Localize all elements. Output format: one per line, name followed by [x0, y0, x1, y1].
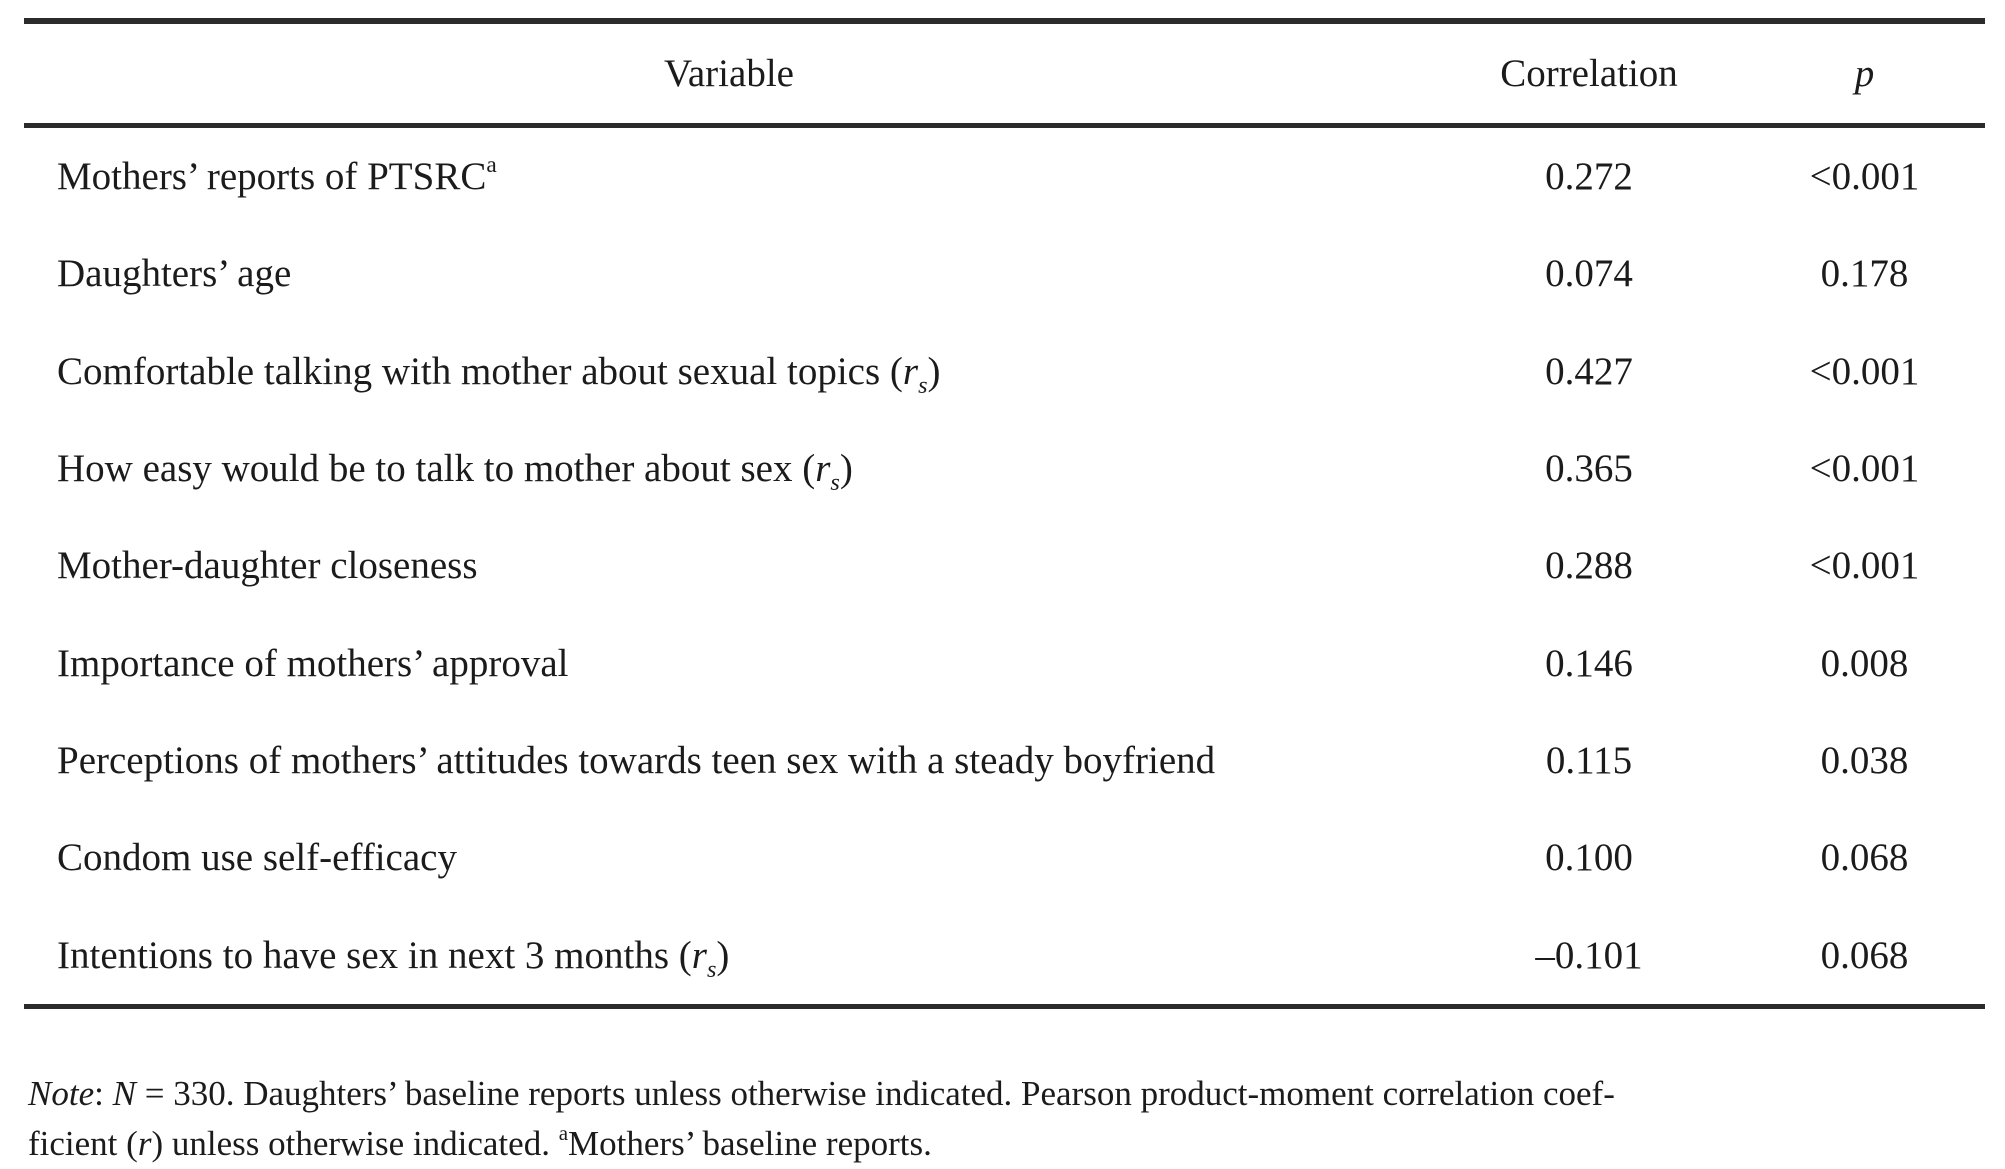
cell-p: 0.178	[1820, 252, 1909, 296]
cell-correlation: 0.074	[1545, 252, 1633, 296]
cell-variable: Comfortable talking with mother about se…	[24, 349, 1434, 397]
rs-r-symbol: r	[691, 933, 707, 977]
variable-label: Daughters’ age	[57, 252, 292, 296]
variable-label: Importance of mothers’ approval	[57, 641, 569, 685]
column-header-variable: Variable	[664, 52, 794, 95]
rs-s-subscript: s	[918, 371, 928, 399]
rs-paren-open: (	[678, 933, 692, 977]
cell-p: 0.008	[1820, 641, 1909, 685]
rs-marker: (rs)	[678, 933, 730, 981]
rs-r-symbol: r	[902, 349, 919, 393]
cell-p: <0.001	[1809, 544, 1920, 588]
correlation-table: Variable Correlation p Mothers’ reports …	[24, 18, 1985, 1009]
cell-variable: Daughters’ age	[24, 251, 1434, 296]
note-segment: ficient (	[28, 1124, 138, 1163]
table-row: Daughters’ age 0.074 0.178	[24, 225, 1985, 322]
variable-label: Comfortable talking with mother about se…	[57, 349, 890, 393]
column-header-p: p	[1854, 52, 1875, 95]
cell-p: 0.038	[1820, 738, 1909, 782]
table-row: Condom use self-efficacy 0.100 0.068	[24, 809, 1985, 906]
table-row: Intentions to have sex in next 3 months …	[24, 906, 1985, 1003]
variable-label: Perceptions of mothers’ attitudes toward…	[57, 738, 1216, 782]
cell-correlation: 0.365	[1545, 447, 1633, 491]
table-note: Note: N = 330. Daughters’ baseline repor…	[28, 1069, 1983, 1169]
cell-correlation: 0.427	[1545, 349, 1633, 393]
rs-r-symbol: r	[815, 447, 831, 491]
table-body: Mothers’ reports of PTSRCa 0.272 <0.001 …	[24, 128, 1985, 1004]
cell-correlation: 0.272	[1545, 155, 1633, 199]
cell-variable: Mother-daughter closeness	[24, 543, 1434, 588]
table-row: Comfortable talking with mother about se…	[24, 323, 1985, 420]
note-r-symbol: r	[137, 1124, 152, 1163]
cell-variable: How easy would be to talk to mother abou…	[24, 446, 1434, 494]
note-word: Note	[28, 1074, 95, 1113]
cell-variable: Perceptions of mothers’ attitudes toward…	[24, 738, 1434, 783]
variable-label: Mother-daughter closeness	[57, 544, 478, 588]
table-header-row: Variable Correlation p	[24, 24, 1985, 128]
cell-correlation: 0.115	[1545, 738, 1633, 782]
superscript-a: a	[486, 152, 497, 179]
variable-label: Mothers’ reports of PTSRC	[57, 155, 487, 199]
table-row: Perceptions of mothers’ attitudes toward…	[24, 712, 1985, 809]
cell-p: <0.001	[1809, 447, 1920, 491]
cell-correlation: –0.101	[1535, 933, 1643, 977]
note-superscript-a: a	[558, 1120, 569, 1145]
rs-s-subscript: s	[830, 468, 840, 496]
cell-p: <0.001	[1809, 349, 1920, 393]
cell-variable: Intentions to have sex in next 3 months …	[24, 933, 1434, 981]
note-segment: :	[94, 1074, 113, 1113]
note-segment: = 330. Daughters’ baseline reports unles…	[135, 1074, 1615, 1113]
cell-variable: Condom use self-efficacy	[24, 835, 1434, 880]
column-header-correlation: Correlation	[1500, 52, 1678, 95]
table-row: Mothers’ reports of PTSRCa 0.272 <0.001	[24, 128, 1985, 225]
cell-correlation: 0.146	[1545, 641, 1633, 685]
rs-marker: (rs)	[802, 447, 853, 494]
variable-label: Condom use self-efficacy	[57, 836, 457, 880]
cell-correlation: 0.288	[1545, 544, 1633, 588]
cell-p: 0.068	[1820, 933, 1909, 977]
variable-label: How easy would be to talk to mother abou…	[57, 447, 803, 491]
table-row: How easy would be to talk to mother abou…	[24, 420, 1985, 517]
note-n-symbol: N	[112, 1074, 136, 1113]
cell-variable: Mothers’ reports of PTSRCa	[24, 154, 1434, 199]
rs-paren-close: )	[927, 349, 941, 393]
cell-p: 0.068	[1820, 836, 1909, 880]
rs-s-subscript: s	[706, 955, 717, 983]
note-segment: ) unless otherwise indicated.	[151, 1124, 559, 1163]
cell-correlation: 0.100	[1545, 836, 1633, 880]
note-segment: Mothers’ baseline reports.	[568, 1124, 932, 1163]
cell-p: <0.001	[1809, 155, 1920, 199]
variable-label: Intentions to have sex in next 3 months	[57, 933, 679, 977]
rs-paren-close: )	[839, 447, 853, 491]
rs-marker: (rs)	[889, 349, 941, 397]
table-row: Importance of mothers’ approval 0.146 0.…	[24, 614, 1985, 711]
rs-paren-open: (	[802, 447, 816, 491]
table-row: Mother-daughter closeness 0.288 <0.001	[24, 517, 1985, 614]
rs-paren-open: (	[889, 349, 903, 393]
rs-paren-close: )	[716, 933, 730, 977]
cell-variable: Importance of mothers’ approval	[24, 641, 1434, 686]
